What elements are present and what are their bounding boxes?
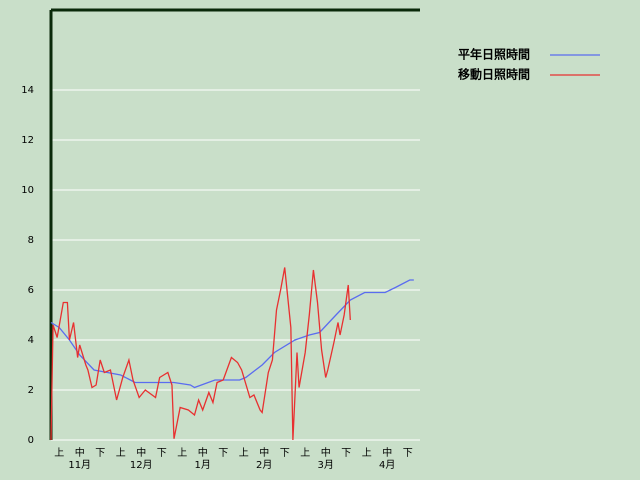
x-tick-label: 上 — [300, 447, 310, 459]
x-tick-label: 中 — [136, 446, 146, 459]
y-tick-label: 10 — [21, 185, 34, 196]
x-tick-label: 中 — [382, 446, 392, 459]
x-tick-label: 中 — [321, 446, 331, 459]
x-tick-label: 中 — [75, 446, 85, 459]
x-tick-label: 中 — [198, 446, 208, 459]
x-tick-label: 上 — [116, 447, 126, 459]
month-label: 12月 — [130, 459, 153, 471]
legend-label: 平年日照時間 — [458, 47, 530, 62]
month-label: 4月 — [379, 459, 395, 471]
x-tick-label: 下 — [218, 448, 228, 459]
y-tick-label: 12 — [21, 135, 34, 146]
series-line — [50, 267, 351, 441]
month-label: 3月 — [318, 459, 334, 471]
x-tick-label: 上 — [362, 447, 372, 459]
month-label: 1月 — [195, 459, 211, 471]
y-tick-label: 4 — [28, 335, 34, 346]
x-tick-label: 下 — [403, 448, 413, 459]
y-tick-label: 6 — [28, 285, 34, 296]
y-tick-label: 0 — [28, 435, 34, 446]
y-tick-label: 14 — [21, 85, 34, 96]
x-tick-label: 下 — [280, 448, 290, 459]
legend-label: 移動日照時間 — [458, 67, 530, 82]
x-tick-label: 下 — [95, 448, 105, 459]
y-tick-label: 8 — [28, 235, 34, 246]
y-tick-label: 2 — [28, 385, 34, 396]
x-tick-label: 上 — [54, 447, 64, 459]
x-tick-label: 中 — [259, 446, 269, 459]
x-tick-label: 下 — [157, 448, 167, 459]
x-tick-label: 上 — [177, 447, 187, 459]
x-tick-label: 下 — [341, 448, 351, 459]
series-line — [50, 279, 414, 389]
month-label: 2月 — [256, 459, 272, 471]
month-label: 11月 — [68, 459, 91, 471]
x-tick-label: 上 — [239, 447, 249, 459]
